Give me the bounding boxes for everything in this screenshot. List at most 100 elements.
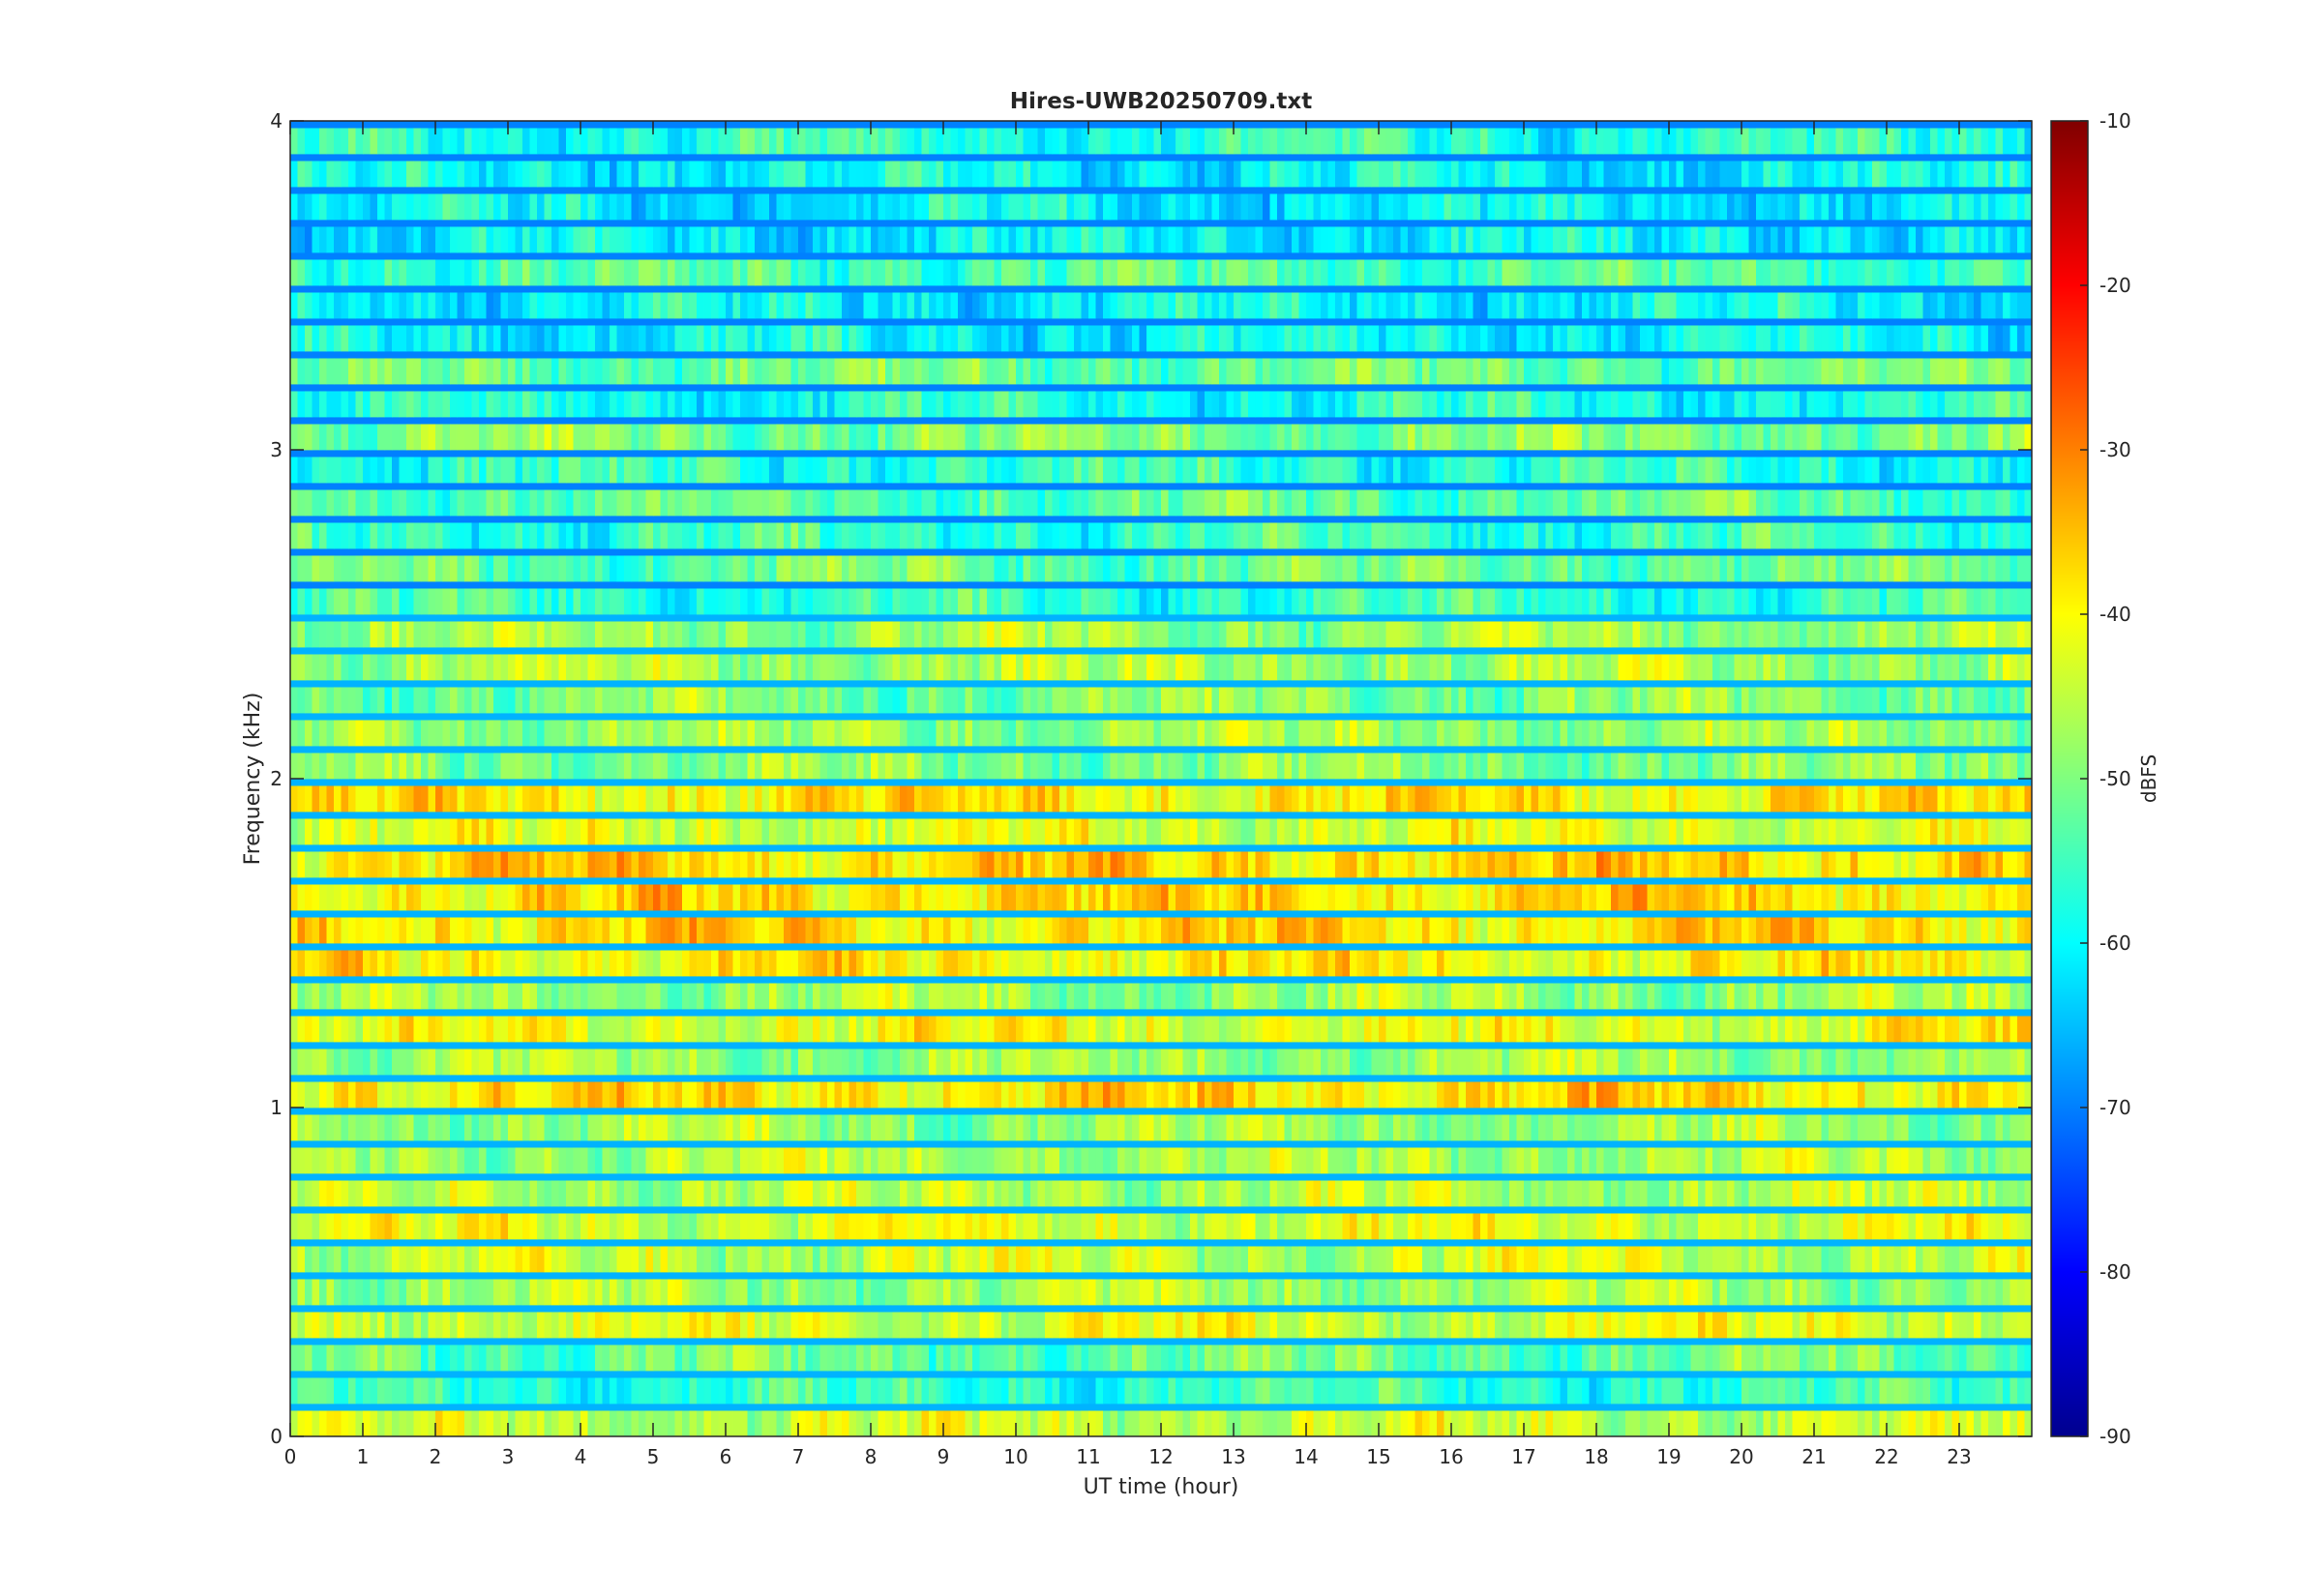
heatmap-cell <box>1234 1312 1242 1339</box>
heatmap-cell <box>326 1016 335 1043</box>
heatmap-cell <box>798 753 807 780</box>
heatmap-cell <box>1487 1246 1496 1273</box>
heatmap-cell <box>1313 1345 1322 1372</box>
heatmap-cell <box>842 1147 850 1174</box>
heatmap-cell <box>1727 1114 1736 1141</box>
heatmap-cell <box>1473 1016 1481 1043</box>
heatmap-cell <box>537 1180 546 1207</box>
heatmap-cell <box>2017 1377 2026 1404</box>
heatmap-cell <box>392 1081 401 1108</box>
heatmap-cell <box>1414 1279 1423 1306</box>
heatmap-cell <box>1596 1377 1605 1404</box>
heatmap-cell <box>1176 983 1184 1010</box>
heatmap-cell <box>1342 983 1351 1010</box>
heatmap-cell <box>1248 1049 1257 1076</box>
heatmap-cell <box>1502 1081 1510 1108</box>
heatmap-cell <box>624 1246 633 1273</box>
heatmap-cell <box>1945 1180 1953 1207</box>
heatmap-cell <box>2003 818 2011 845</box>
heatmap-cell <box>341 1180 349 1207</box>
heatmap-cell <box>515 753 523 780</box>
heatmap-cell <box>1864 1279 1873 1306</box>
heatmap-cell <box>1117 917 1126 944</box>
heatmap-cell <box>1211 1312 1220 1339</box>
heatmap-cell <box>1937 785 1946 813</box>
heatmap-cell <box>312 1377 320 1404</box>
heatmap-cell <box>384 1312 393 1339</box>
heatmap-cell <box>1792 917 1801 944</box>
heatmap-cell <box>1103 851 1112 878</box>
heatmap-cell <box>355 753 364 780</box>
heatmap-cell <box>1908 950 1917 977</box>
heatmap-cell <box>987 1049 996 1076</box>
heatmap-cell <box>297 1312 306 1339</box>
heatmap-cell <box>1995 1147 2004 1174</box>
heatmap-cell <box>1669 1246 1678 1273</box>
heatmap-cell <box>965 1081 973 1108</box>
heatmap-cell <box>1146 1049 1155 1076</box>
heatmap-cell <box>413 1081 422 1108</box>
heatmap-cell <box>1074 884 1083 911</box>
heatmap-cell <box>718 1147 727 1174</box>
heatmap-cell <box>1858 1279 1866 1306</box>
heatmap-cell <box>312 884 320 911</box>
heatmap-cell <box>1226 917 1235 944</box>
heatmap-cell <box>790 1213 799 1240</box>
heatmap-cell <box>1771 1279 1779 1306</box>
heatmap-cell <box>1835 1345 1844 1372</box>
heatmap-cell <box>1408 1016 1416 1043</box>
heatmap-cell <box>1777 884 1786 911</box>
heatmap-cell <box>834 1345 843 1372</box>
heatmap-cell <box>1611 1114 1620 1141</box>
heatmap-cell <box>1190 1213 1199 1240</box>
heatmap-cell <box>1437 1049 1445 1076</box>
heatmap-cell <box>1429 818 1438 845</box>
heatmap-cell <box>907 917 915 944</box>
heatmap-cell <box>428 818 436 845</box>
heatmap-cell <box>1356 1312 1365 1339</box>
heatmap-cell <box>1052 1147 1060 1174</box>
band-gap <box>290 1042 2032 1049</box>
heatmap-cell <box>842 983 850 1010</box>
heatmap-cell <box>1182 851 1191 878</box>
heatmap-cell <box>1408 818 1416 845</box>
heatmap-cell <box>1321 884 1329 911</box>
heatmap-cell <box>1553 1246 1562 1273</box>
heatmap-cell <box>624 1180 633 1207</box>
heatmap-cell <box>1088 1114 1097 1141</box>
heatmap-cell <box>544 950 552 977</box>
heatmap-cell <box>1466 1016 1474 1043</box>
heatmap-cell <box>1132 1410 1141 1436</box>
heatmap-cell <box>1059 950 1068 977</box>
heatmap-cell <box>950 1180 959 1207</box>
heatmap-cell <box>435 884 444 911</box>
heatmap-cell <box>726 1213 734 1240</box>
heatmap-cell <box>1661 1016 1670 1043</box>
heatmap-cell <box>406 983 415 1010</box>
heatmap-cell <box>363 1016 372 1043</box>
heatmap-cell <box>1016 1180 1025 1207</box>
heatmap-cell <box>1045 1377 1054 1404</box>
heatmap-cell <box>1864 1180 1873 1207</box>
heatmap-cell <box>558 1180 567 1207</box>
heatmap-cell <box>450 983 459 1010</box>
heatmap-cell <box>1582 1345 1591 1372</box>
heatmap-cell <box>958 1312 967 1339</box>
heatmap-cell <box>921 917 930 944</box>
heatmap-cell <box>1001 1213 1010 1240</box>
heatmap-cell <box>813 1114 821 1141</box>
heatmap-cell <box>1937 983 1946 1010</box>
heatmap-cell <box>987 983 996 1010</box>
heatmap-cell <box>660 1147 669 1174</box>
heatmap-cell <box>784 1180 792 1207</box>
heatmap-cell <box>537 851 546 878</box>
heatmap-cell <box>1698 818 1707 845</box>
heatmap-cell <box>450 1081 459 1108</box>
heatmap-cell <box>1734 1114 1742 1141</box>
heatmap-cell <box>1117 753 1126 780</box>
heatmap-cell <box>1524 1213 1533 1240</box>
heatmap-cell <box>377 1049 386 1076</box>
heatmap-cell <box>1342 851 1351 878</box>
heatmap-cell <box>392 950 401 977</box>
heatmap-cell <box>1553 1180 1562 1207</box>
